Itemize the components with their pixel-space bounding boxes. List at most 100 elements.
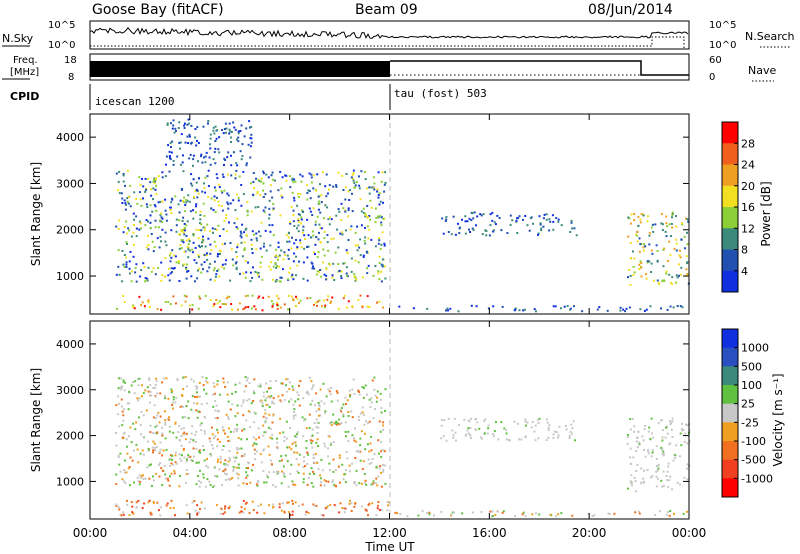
range-gate-cell [663,279,665,282]
range-gate-cell [317,401,320,404]
range-gate-cell [542,225,545,228]
range-gate-cell [679,483,681,486]
range-gate-cell [275,248,278,251]
range-gate-cell [258,295,261,298]
range-gate-cell [269,436,272,439]
range-gate-cell [491,515,494,518]
range-gate-cell [210,197,213,200]
range-gate-cell [171,197,174,200]
range-gate-cell [321,469,324,472]
range-gate-cell [312,234,315,237]
range-gate-cell [120,405,123,408]
range-gate-cell [164,240,167,243]
range-gate-cell [464,220,467,223]
range-gate-cell [297,219,300,222]
colorbar-swatch [722,228,738,250]
range-gate-cell [358,391,361,393]
range-gate-cell [128,514,131,517]
range-gate-cell [379,430,382,433]
range-gate-cell [359,437,362,440]
range-gate-cell [207,169,210,172]
range-gate-cell [187,246,190,249]
range-gate-cell [160,240,162,243]
range-gate-cell [648,232,651,235]
range-gate-cell [200,422,203,425]
range-gate-cell [370,483,373,486]
range-gate-cell [252,172,255,174]
range-gate-cell [254,458,257,461]
range-gate-cell [125,263,128,266]
range-gate-cell [209,278,212,281]
range-gate-cell [135,263,138,266]
range-gate-cell [668,273,671,276]
range-gate-cell [255,248,258,251]
range-gate-cell [170,256,173,259]
range-gate-cell [123,389,126,392]
range-gate-cell [252,266,254,269]
range-gate-cell [294,414,297,417]
range-gate-cell [632,250,634,253]
range-gate-cell [200,153,203,156]
range-gate-cell [316,173,319,176]
range-gate-cell [283,511,286,514]
range-gate-cell [294,180,297,183]
range-gate-cell [650,417,653,420]
range-gate-cell [516,232,519,234]
range-gate-cell [160,216,163,219]
range-gate-cell [329,302,332,304]
range-gate-cell [488,234,491,237]
range-gate-cell [331,276,334,279]
range-gate-cell [664,230,667,233]
range-gate-cell [126,197,129,199]
range-gate-cell [319,388,322,391]
range-gate-cell [340,219,343,221]
range-gate-cell [214,475,216,477]
range-gate-cell [135,215,138,218]
range-gate-cell [560,307,562,310]
range-gate-cell [377,272,380,275]
range-gate-cell [280,455,283,458]
range-gate-cell [362,460,365,463]
range-gate-cell [156,424,159,427]
range-gate-cell [311,446,314,449]
range-gate-cell [284,253,287,256]
range-gate-cell [208,266,211,269]
range-gate-cell [224,263,227,266]
range-gate-cell [669,475,672,478]
range-gate-cell [558,425,561,428]
range-gate-cell [122,513,125,516]
range-gate-cell [203,253,206,256]
range-gate-cell [244,385,247,388]
range-gate-cell [665,270,668,273]
range-gate-cell [172,124,175,127]
range-gate-cell [649,305,652,308]
range-gate-cell [135,227,138,230]
range-gate-cell [272,278,275,281]
range-gate-cell [342,262,345,265]
range-gate-cell [264,229,267,232]
range-gate-cell [206,270,209,273]
range-gate-cell [262,469,265,472]
range-gate-cell [665,235,668,238]
range-gate-cell [263,481,266,484]
range-gate-cell [187,454,190,457]
range-gate-cell [178,485,181,488]
range-gate-cell [200,403,203,406]
range-gate-cell [133,392,136,395]
range-gate-cell [324,185,327,188]
range-gate-cell [124,481,127,484]
range-gate-cell [681,422,683,425]
range-gate-cell [345,450,348,453]
range-gate-cell [227,460,230,463]
range-gate-cell [297,192,300,195]
range-gate-cell [308,207,311,210]
range-gate-cell [201,376,204,379]
range-gate-cell [159,235,162,238]
range-gate-cell [240,184,243,186]
range-gate-cell [117,227,120,230]
range-gate-cell [377,215,379,218]
range-gate-cell [320,400,323,403]
range-gate-cell [288,400,291,403]
range-gate-cell [128,267,131,270]
range-gate-cell [181,161,184,164]
